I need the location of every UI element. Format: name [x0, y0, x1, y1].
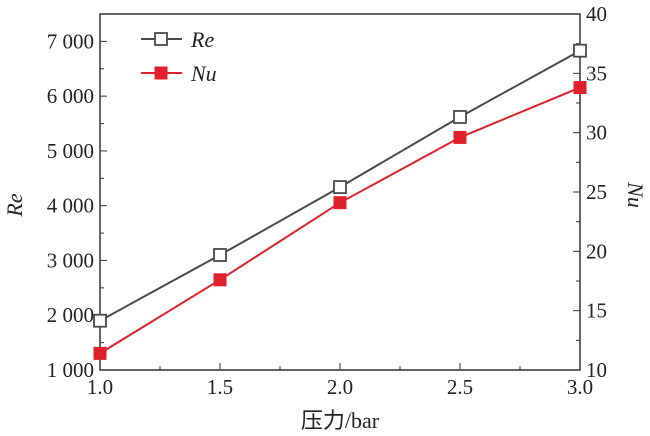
- y-axis-label: Re: [2, 193, 27, 217]
- y2-tick-label: 10: [586, 358, 607, 382]
- legend-label-nu: Nu: [190, 61, 217, 86]
- data-point-nu: [573, 81, 587, 95]
- x-tick-label: 3.0: [567, 375, 593, 399]
- x-tick-label: 1.5: [207, 375, 233, 399]
- y-tick-label: 5 000: [47, 139, 94, 163]
- y-tick-label: 2 000: [47, 303, 94, 327]
- y-tick-label: 7 000: [47, 29, 94, 53]
- x-axis-label: 压力/bar: [301, 408, 380, 433]
- series-line-nu: [99, 86, 581, 355]
- y2-tick-label: 40: [586, 2, 607, 26]
- y-tick-label: 1 000: [47, 358, 94, 382]
- y2-tick-label: 20: [586, 239, 607, 263]
- y2-tick-label: 15: [586, 299, 607, 323]
- y-tick-label: 6 000: [47, 84, 94, 108]
- data-point-re: [453, 110, 467, 124]
- legend-marker-nu: [154, 66, 168, 80]
- data-point-re: [93, 313, 107, 328]
- data-point-nu: [93, 346, 107, 360]
- legend: Re Nu: [141, 27, 217, 86]
- y2-tick-label: 25: [586, 180, 607, 204]
- legend-marker-re: [154, 32, 168, 46]
- data-point-re: [333, 180, 347, 194]
- y2-axis-label: Nu: [623, 181, 648, 208]
- y-tick-label: 3 000: [47, 248, 94, 272]
- legend-label-re: Re: [190, 27, 214, 52]
- x-tick-label: 2.5: [447, 375, 473, 399]
- data-point-re: [573, 43, 587, 58]
- x-tick-label: 2.0: [327, 375, 353, 399]
- data-point-re: [213, 248, 227, 262]
- data-point-nu: [453, 130, 467, 144]
- y2-tick-label: 35: [586, 61, 607, 85]
- x-tick-label: 1.0: [87, 375, 113, 399]
- data-point-nu: [333, 196, 347, 210]
- y-tick-label: 4 000: [47, 194, 94, 218]
- y2-tick-label: 30: [586, 121, 607, 145]
- data-point-nu: [213, 273, 227, 287]
